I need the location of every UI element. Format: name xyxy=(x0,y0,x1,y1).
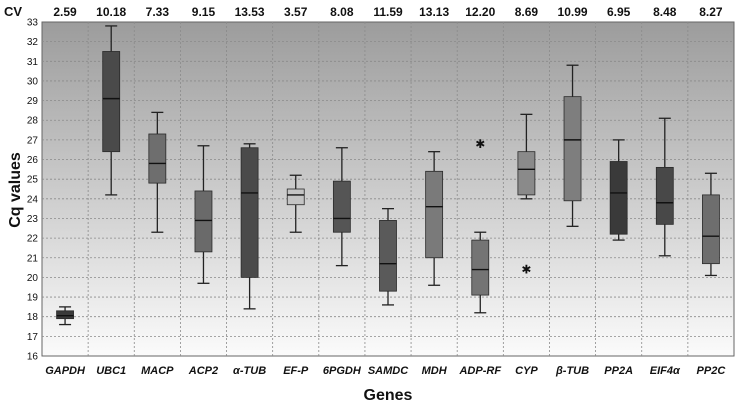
box-EF-P xyxy=(286,174,305,233)
x-tick-label: PP2C xyxy=(697,365,727,377)
y-tick-label: 22 xyxy=(27,234,39,245)
y-tick-label: 25 xyxy=(27,175,39,186)
y-tick-label: 16 xyxy=(27,352,39,363)
cv-value: 6.95 xyxy=(607,5,631,19)
y-tick-label: 33 xyxy=(27,18,39,29)
x-tick-label: α-TUB xyxy=(233,365,266,377)
box-series: ✱✱ xyxy=(56,25,720,326)
cv-value: 7.33 xyxy=(146,5,170,19)
x-tick-label: UBC1 xyxy=(96,365,126,377)
iqr-box xyxy=(609,161,628,235)
y-tick-label: 21 xyxy=(27,253,39,264)
x-tick-label: 6PGDH xyxy=(323,365,362,377)
cv-value: 10.99 xyxy=(558,5,588,19)
iqr-box xyxy=(702,194,720,265)
iqr-box xyxy=(240,147,259,278)
box-β-TUB xyxy=(563,64,582,227)
x-tick-label: EIF4α xyxy=(650,365,681,377)
cv-value: 9.15 xyxy=(192,5,216,19)
box-CYP: ✱ xyxy=(517,113,536,277)
iqr-box xyxy=(148,133,167,184)
y-tick-label: 27 xyxy=(27,135,39,146)
y-tick-label: 31 xyxy=(27,57,39,68)
x-tick-label: β-TUB xyxy=(555,365,589,377)
x-tick-label: MDH xyxy=(422,365,448,377)
y-tick-label: 29 xyxy=(27,96,39,107)
box-ACP2 xyxy=(194,145,213,284)
cv-label: CV xyxy=(4,4,22,19)
iqr-box xyxy=(563,96,582,202)
cv-value: 8.27 xyxy=(699,5,723,19)
y-tick-label: 20 xyxy=(27,273,39,284)
box-α-TUB xyxy=(240,143,259,310)
y-tick-label: 30 xyxy=(27,76,39,87)
iqr-box xyxy=(425,170,444,259)
box-UBC1 xyxy=(102,25,121,196)
y-tick-label: 23 xyxy=(27,214,39,225)
iqr-box xyxy=(655,166,674,225)
cv-value: 11.59 xyxy=(373,5,403,19)
y-tick-label: 19 xyxy=(27,293,39,304)
x-tick-label: MACP xyxy=(141,365,174,377)
cv-value: 13.13 xyxy=(419,5,449,19)
x-tick-label: ADP-RF xyxy=(458,365,501,377)
box-MDH xyxy=(425,151,444,286)
box-PP2A xyxy=(609,139,628,241)
cv-value-row: 2.59 10.18 7.33 9.15 13.53 3.57 8.08 11.59 13.13… xyxy=(53,5,723,19)
y-tick-label: 28 xyxy=(27,116,39,127)
cv-value: 12.20 xyxy=(465,5,495,19)
iqr-box xyxy=(332,180,351,233)
box-GAPDH xyxy=(56,306,74,326)
x-tick-label: CYP xyxy=(515,365,538,377)
x-tick-label: EF-P xyxy=(283,365,309,377)
iqr-box xyxy=(286,188,305,206)
outlier-marker: ✱ xyxy=(475,137,485,151)
y-tick-label: 17 xyxy=(27,332,39,343)
y-axis-title: Cq values xyxy=(7,152,24,228)
plot-area xyxy=(41,21,735,357)
iqr-box xyxy=(471,239,490,296)
x-tick-label: SAMDC xyxy=(368,365,409,377)
iqr-box xyxy=(102,51,121,153)
cv-value: 8.08 xyxy=(330,5,354,19)
box-EIF4α xyxy=(655,117,674,257)
cv-value: 13.53 xyxy=(235,5,265,19)
cv-value: 2.59 xyxy=(53,5,77,19)
x-tick-label: GAPDH xyxy=(45,365,86,377)
cv-value: 8.48 xyxy=(653,5,677,19)
box-6PGDH xyxy=(332,147,351,267)
iqr-box xyxy=(56,310,74,320)
x-tick-label: ACP2 xyxy=(188,365,218,377)
cv-value: 3.57 xyxy=(284,5,308,19)
y-tick-label: 24 xyxy=(27,194,39,205)
box-MACP xyxy=(148,111,167,233)
x-axis-tick-labels: GAPDH UBC1 MACP ACP2 α-TUB EF-P 6PGDH SAMDC MDH A… xyxy=(45,365,726,377)
cv-value: 8.69 xyxy=(515,5,539,19)
y-tick-label: 26 xyxy=(27,155,39,166)
box-ADP-RF: ✱ xyxy=(471,137,490,314)
iqr-box xyxy=(517,151,536,196)
iqr-box xyxy=(379,220,397,292)
y-tick-label: 32 xyxy=(27,37,39,48)
box-SAMDC xyxy=(379,207,397,306)
x-tick-label: PP2A xyxy=(604,365,633,377)
y-tick-label: 18 xyxy=(27,312,39,323)
cv-value: 10.18 xyxy=(96,5,126,19)
y-axis-ticks: 16 17 18 19 20 21 22 23 24 25 26 27 28 29 30 31 32 33 xyxy=(27,18,39,363)
iqr-box xyxy=(194,190,213,253)
x-axis-title: Genes xyxy=(364,387,413,404)
box-PP2C xyxy=(702,172,720,277)
outlier-marker: ✱ xyxy=(521,263,531,277)
